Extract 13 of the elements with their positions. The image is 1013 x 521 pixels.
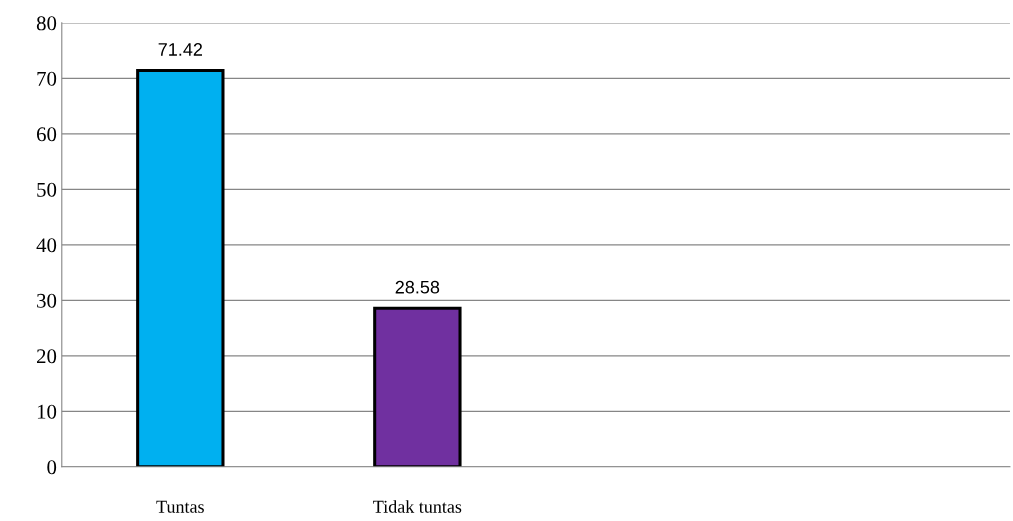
x-tick-label: Tuntas (156, 500, 204, 513)
y-tick-label: 70 (37, 71, 57, 86)
y-tick-label: 10 (37, 404, 57, 419)
x-tick-label: Tidak tuntas (373, 500, 462, 513)
y-tick-label: 50 (37, 182, 57, 197)
data-label: 71.42 (158, 43, 202, 56)
y-tick-label: 20 (37, 349, 57, 364)
data-label: 28.58 (395, 280, 440, 294)
y-tick-label: 0 (47, 460, 57, 475)
y-tick-label: 60 (36, 127, 57, 142)
y-tick-label: 40 (36, 238, 57, 253)
y-tick-label: 30 (37, 293, 57, 308)
y-tick-label: 80 (36, 16, 57, 31)
